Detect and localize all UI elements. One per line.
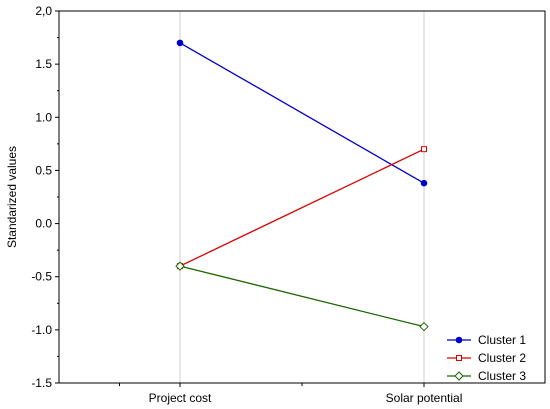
- data-point: [176, 39, 184, 47]
- legend-marker: [456, 355, 462, 361]
- y-tick-label: -1.0: [31, 323, 52, 337]
- series-line: [179, 148, 425, 267]
- y-tick-label: -1.5: [31, 376, 52, 390]
- data-point: [419, 321, 429, 332]
- series-line: [179, 42, 425, 184]
- legend-label: Cluster 3: [478, 369, 526, 383]
- legend-label: Cluster 2: [478, 351, 526, 365]
- series-3: [175, 261, 429, 332]
- y-tick-label: 0.0: [35, 217, 52, 231]
- series-2: [177, 146, 427, 270]
- x-tick-label: Solar potential: [386, 391, 463, 405]
- data-point: [420, 179, 428, 187]
- legend-marker: [454, 371, 464, 381]
- y-tick-label: 1.0: [35, 110, 52, 124]
- legend-item: Cluster 3: [447, 369, 526, 383]
- x-tick-label: Project cost: [149, 391, 212, 405]
- x-axis: Project cost Solar potential: [119, 383, 463, 405]
- legend-item: Cluster 1: [447, 333, 526, 347]
- y-tick-label: 2,0: [35, 4, 52, 18]
- y-tick-label: 1.5: [35, 57, 52, 71]
- grid-lines: [179, 11, 425, 383]
- y-axis: 2,0 1.5 1.0 0.5 0.0 -0.5 -1.0 -1.5: [31, 4, 59, 390]
- series-line: [179, 265, 425, 328]
- data-point: [421, 146, 427, 153]
- legend-label: Cluster 1: [478, 333, 526, 347]
- series-1: [176, 39, 428, 187]
- legend-item: Cluster 2: [447, 351, 526, 365]
- plot-frame: [58, 10, 546, 384]
- legend-marker: [455, 336, 463, 344]
- series-layer: [175, 39, 429, 332]
- data-point: [175, 261, 185, 271]
- y-axis-title: Standarized values: [5, 146, 19, 248]
- y-tick-label: -0.5: [31, 270, 52, 284]
- y-tick-label: 0.5: [35, 163, 52, 177]
- legend: Cluster 1 Cluster 2 Cluster 3: [447, 333, 526, 383]
